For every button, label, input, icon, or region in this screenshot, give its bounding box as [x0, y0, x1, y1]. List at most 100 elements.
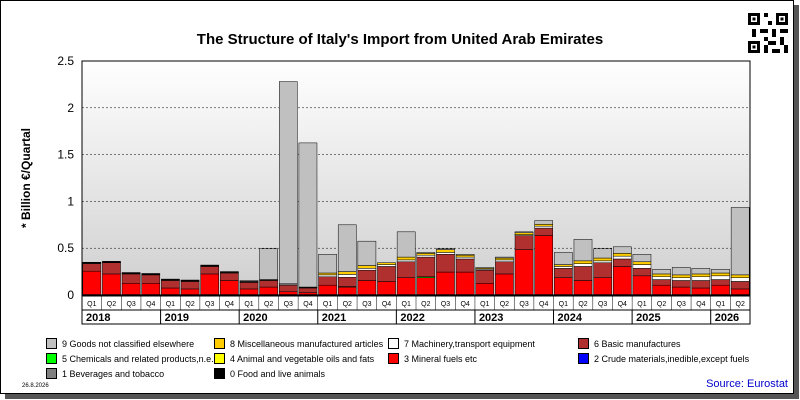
- bar-segment: [632, 268, 652, 277]
- bar-segment: [396, 277, 416, 295]
- chart-title: The Structure of Italy's Import from Uni…: [196, 31, 604, 48]
- bar-segment: [730, 288, 750, 295]
- bar-segment: [377, 264, 396, 267]
- axis-layer: 0 0.5 1 1.5 2 2.5 Q1 Q2 Q3 Q4 Q1 Q2 Q3 Q4 Q1 Q2 Q3 Q4 Q1 Q2…: [19, 54, 751, 325]
- x-tick-label: Q3: [441, 301, 450, 308]
- bar-segment: [121, 273, 141, 284]
- legend-item: 1 Beverages and tobacco: [46, 368, 164, 379]
- x-tick-label: Q2: [107, 301, 116, 308]
- legend-swatch: [578, 338, 589, 349]
- bar-segment: [121, 283, 141, 295]
- bar-segment: [730, 274, 750, 278]
- bar-segment: [200, 273, 219, 295]
- source-label: Source: Eurostat: [706, 378, 788, 390]
- bar-segment: [141, 283, 161, 295]
- year-label: 2019: [165, 312, 189, 324]
- bar-segment: [220, 272, 239, 281]
- bar-segment: [593, 257, 612, 262]
- bar-segment: [514, 249, 534, 295]
- bar-segment: [514, 235, 534, 250]
- bar-segment: [396, 256, 416, 261]
- bar-segment: [279, 81, 298, 285]
- bar-segment: [593, 248, 612, 259]
- bar-segment: [161, 278, 180, 280]
- bar-segment: [671, 274, 691, 278]
- bar-segment: [436, 271, 455, 295]
- year-label: 2022: [400, 312, 424, 324]
- bar-segment: [554, 268, 573, 278]
- x-tick-label: Q3: [519, 301, 528, 308]
- x-tick-label: Q1: [637, 301, 646, 308]
- y-tick-label: 1: [67, 194, 74, 208]
- legend: 9 Goods not classified elsewhere 8 Miscel…: [46, 338, 749, 384]
- bar-segment: [573, 266, 593, 281]
- bar-segment: [416, 256, 436, 277]
- legend-item: 7 Machinery,transport equipment: [388, 338, 535, 349]
- bar-segment: [180, 279, 200, 281]
- bar-segment: [436, 248, 455, 250]
- bar-segment: [239, 288, 259, 295]
- year-label: 2023: [479, 312, 503, 324]
- legend-label: 0 Food and live animals: [230, 368, 326, 379]
- legend-swatch: [214, 353, 225, 364]
- bar-segment: [534, 224, 553, 227]
- bar-segment: [573, 263, 593, 267]
- legend-swatch: [46, 353, 57, 364]
- year-label: 2026: [715, 312, 739, 324]
- bar-segment: [534, 235, 553, 295]
- bar-segment: [337, 274, 357, 278]
- legend-label: 1 Beverages and tobacco: [62, 368, 165, 379]
- x-tick-label: Q2: [578, 301, 587, 308]
- bar-segment: [613, 246, 632, 254]
- bar-segment: [691, 280, 711, 289]
- bar-segment: [396, 231, 416, 258]
- bar-segment: [82, 270, 102, 295]
- bar-segment: [318, 284, 337, 295]
- bar-segment: [318, 272, 337, 276]
- bar-segment: [180, 281, 200, 290]
- bar-segment: [495, 259, 514, 263]
- y-tick-label: 2.5: [57, 54, 74, 68]
- bar-segment: [416, 254, 436, 258]
- x-tick-label: Q3: [362, 301, 371, 308]
- bar-segment: [200, 266, 219, 275]
- x-tick-label: Q2: [657, 301, 666, 308]
- bar-segment: [554, 266, 573, 269]
- bar-segment: [573, 239, 593, 262]
- bar-segment: [259, 248, 278, 280]
- legend-swatch: [578, 353, 589, 364]
- bar-segment: [357, 269, 377, 281]
- x-tick-label: Q4: [146, 301, 155, 308]
- bar-segment: [632, 261, 652, 265]
- x-tick-label: Q2: [185, 301, 194, 308]
- grid-layer: [82, 107, 750, 249]
- legend-label: 8 Miscellaneous manufactured articles: [230, 338, 384, 349]
- legend-item: 4 Animal and vegetable oils and fats: [214, 353, 374, 364]
- bar-segment: [436, 254, 455, 273]
- x-tick-label: Q1: [323, 301, 332, 308]
- bar-segment: [534, 227, 553, 236]
- bar-segment: [711, 279, 730, 286]
- legend-label: 7 Machinery,transport equipment: [404, 338, 535, 349]
- bar-segment: [396, 261, 416, 278]
- bar-segment: [554, 277, 573, 295]
- bar-segment: [455, 254, 475, 256]
- bar-segment: [455, 254, 475, 258]
- x-tick-label: Q4: [225, 301, 234, 308]
- legend-item: 9 Goods not classified elsewhere: [46, 338, 194, 349]
- x-tick-label: Q3: [284, 301, 293, 308]
- bar-segment: [671, 280, 691, 288]
- bar-segment: [141, 274, 161, 284]
- bar-segment: [730, 277, 750, 282]
- legend-label: 4 Animal and vegetable oils and fats: [230, 353, 375, 364]
- x-tick-label: Q1: [559, 301, 568, 308]
- bar-segment: [730, 207, 750, 276]
- bar-segment: [161, 280, 180, 289]
- bar-segment: [691, 273, 711, 278]
- bar-segment: [357, 280, 377, 295]
- x-tick-label: Q1: [87, 301, 96, 308]
- bar-segment: [495, 273, 514, 295]
- bar-segment: [652, 269, 671, 275]
- qr-code-icon: [748, 13, 788, 53]
- bar-segment: [161, 287, 180, 295]
